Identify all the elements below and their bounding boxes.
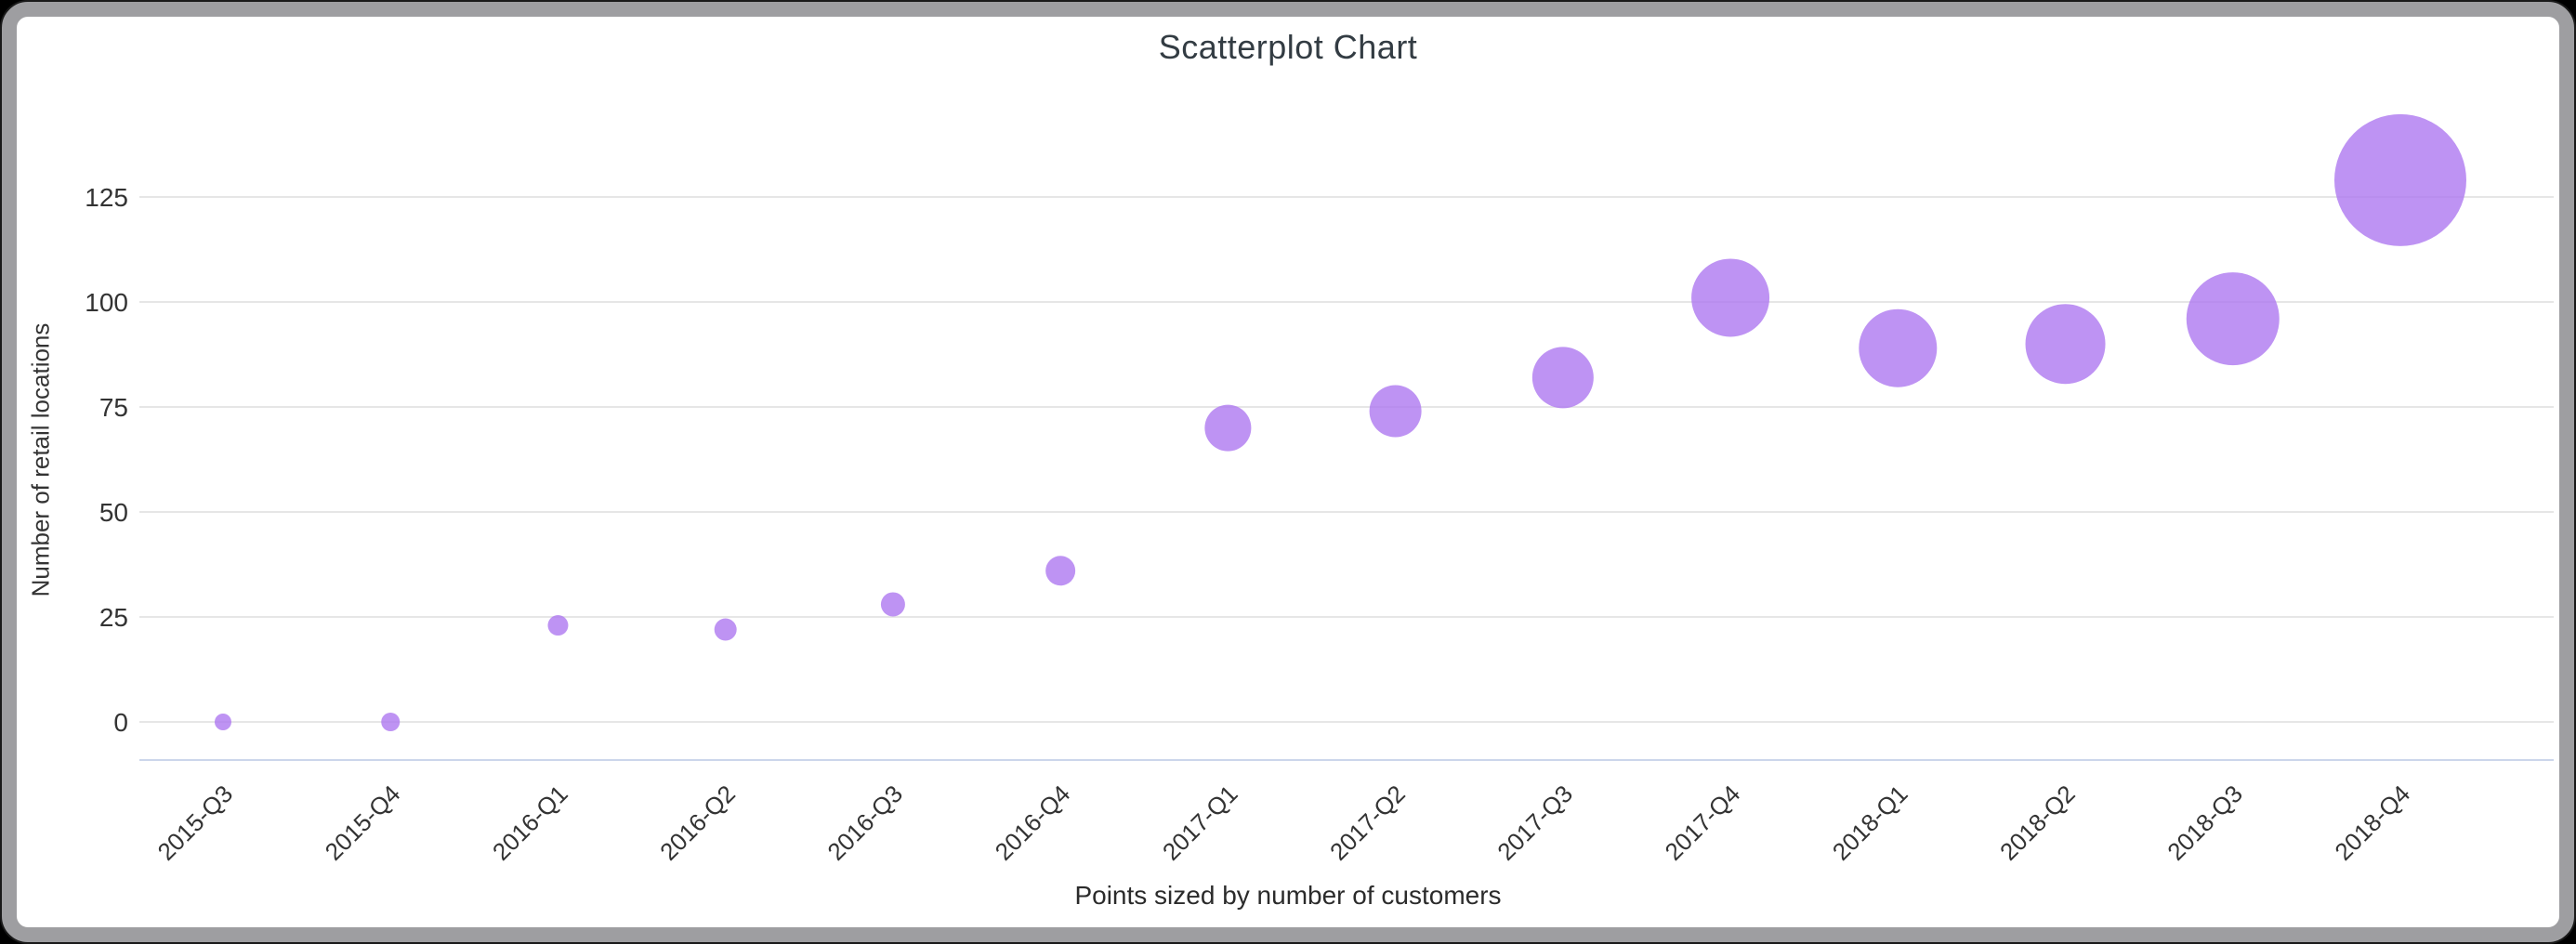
x-tick-label: 2016-Q4 [990,780,1076,866]
bubble-point[interactable] [1691,258,1770,337]
bubble-point[interactable] [1859,308,1938,387]
bubble-point[interactable] [714,618,737,641]
y-tick-label: 0 [113,708,128,737]
y-tick-label: 50 [99,498,128,527]
x-tick-label: 2017-Q1 [1157,780,1243,866]
chart-title: Scatterplot Chart [1158,28,1418,66]
x-tick-label: 2018-Q4 [2329,780,2415,866]
bubble-point[interactable] [381,713,401,731]
bubble-point[interactable] [547,615,569,636]
bubble-point[interactable] [215,714,231,730]
bubble-point[interactable] [1531,347,1594,409]
bubble-point[interactable] [1204,404,1252,452]
y-tick-label: 125 [85,183,128,212]
bubble-point[interactable] [2186,272,2280,366]
x-tick-label: 2016-Q2 [654,780,741,866]
x-tick-label: 2018-Q3 [2162,780,2248,866]
bubble-point[interactable] [880,592,905,617]
x-tick-label: 2017-Q3 [1492,780,1578,866]
x-axis-caption: Points sized by number of customers [1074,881,1502,910]
y-tick-label: 25 [99,603,128,632]
bubble-point[interactable] [2333,113,2466,246]
x-tick-label: 2017-Q4 [1660,780,1746,866]
x-tick-label: 2016-Q1 [487,780,573,866]
x-tick-label: 2015-Q3 [151,780,238,866]
bubble-point[interactable] [2025,304,2106,385]
bubble-point[interactable] [1369,385,1422,438]
x-tick-label: 2018-Q2 [1994,780,2081,866]
x-tick-label: 2017-Q2 [1324,780,1411,866]
x-tick-label: 2016-Q3 [821,780,908,866]
y-tick-label: 100 [85,288,128,317]
x-tick-label: 2015-Q4 [320,780,406,866]
x-tick-label: 2018-Q1 [1827,780,1913,866]
bubble-point[interactable] [1045,556,1076,586]
y-tick-label: 75 [99,393,128,422]
